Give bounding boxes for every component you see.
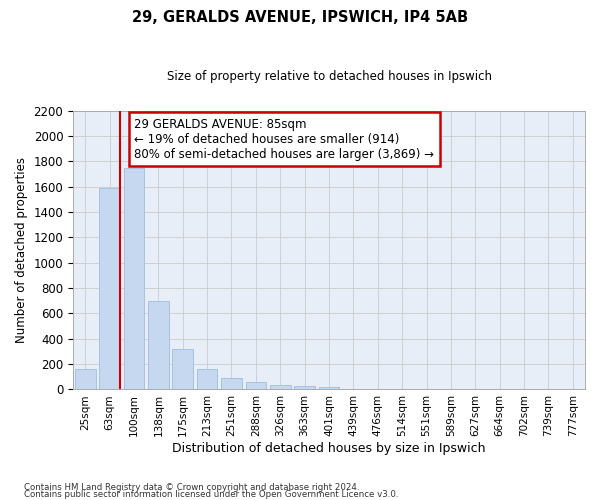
Bar (221, 378, 242, 390)
Bar (197, 369, 217, 390)
Text: 29 GERALDS AVENUE: 85sqm
← 19% of detached houses are smaller (914)
80% of semi-: 29 GERALDS AVENUE: 85sqm ← 19% of detach… (134, 118, 434, 160)
Bar (148, 300, 169, 390)
Bar (270, 385, 290, 390)
Text: Contains public sector information licensed under the Open Government Licence v3: Contains public sector information licen… (24, 490, 398, 499)
Bar (124, 168, 145, 390)
Bar (319, 387, 340, 390)
Bar (245, 382, 266, 390)
X-axis label: Distribution of detached houses by size in Ipswich: Distribution of detached houses by size … (172, 442, 486, 455)
Text: Contains HM Land Registry data © Crown copyright and database right 2024.: Contains HM Land Registry data © Crown c… (24, 484, 359, 492)
Y-axis label: Number of detached properties: Number of detached properties (15, 157, 28, 343)
Bar (99, 188, 120, 390)
Text: 29, GERALDS AVENUE, IPSWICH, IP4 5AB: 29, GERALDS AVENUE, IPSWICH, IP4 5AB (132, 10, 468, 25)
Title: Size of property relative to detached houses in Ipswich: Size of property relative to detached ho… (167, 70, 491, 83)
Bar (172, 349, 193, 390)
Bar (294, 386, 315, 390)
Bar (75, 369, 95, 390)
